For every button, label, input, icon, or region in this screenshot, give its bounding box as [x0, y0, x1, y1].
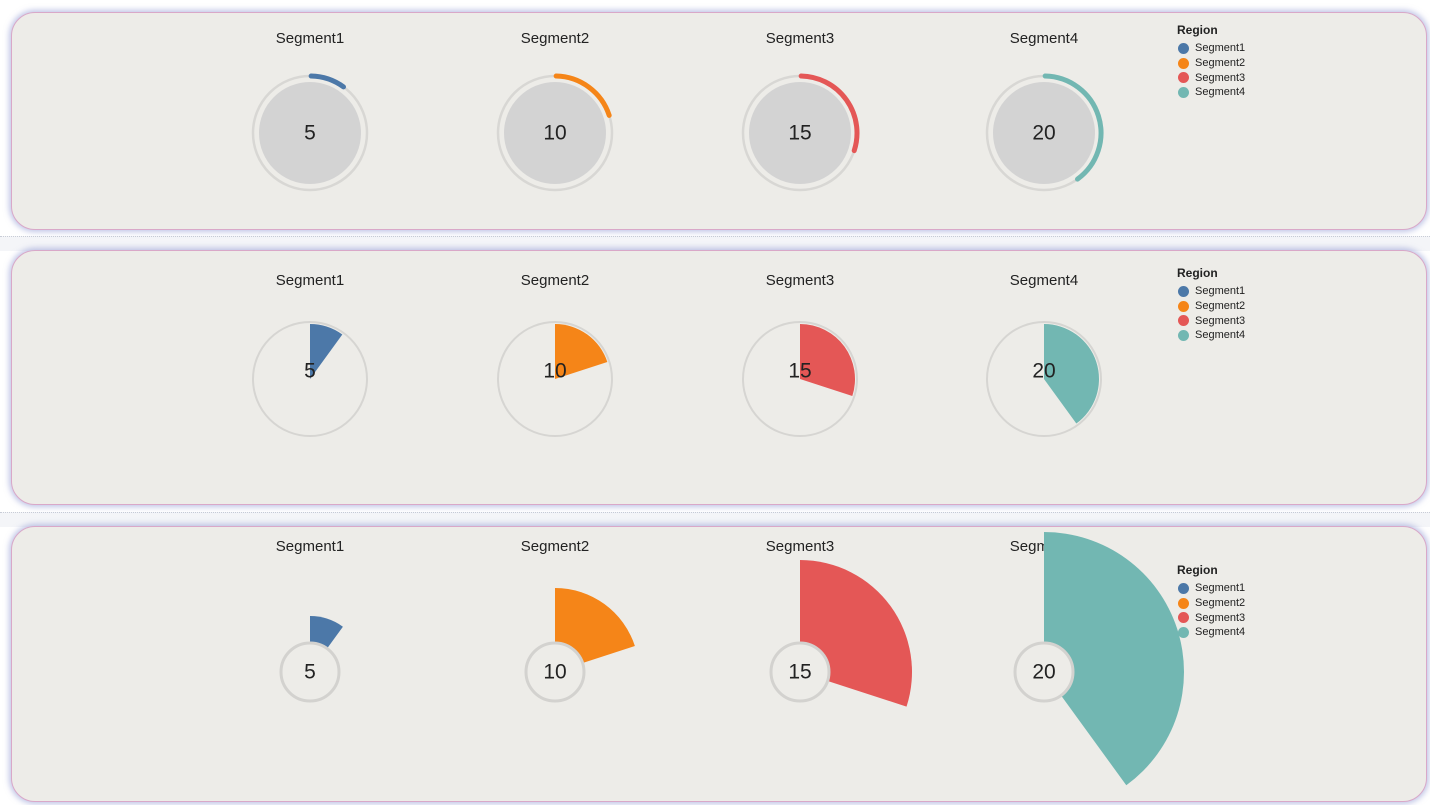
- segment-title: Segment1: [276, 30, 344, 47]
- gauge-center: [993, 82, 1095, 184]
- legend-title: Region: [1177, 563, 1218, 577]
- legend-label: Segment1: [1195, 285, 1246, 298]
- legend-item: Segment4: [1177, 85, 1245, 100]
- value-label: 15: [788, 360, 811, 383]
- pie-slice: [310, 324, 343, 379]
- legend-item: Segment2: [1177, 596, 1245, 611]
- panel-gap: [0, 236, 1430, 251]
- sector-center: [1013, 641, 1075, 703]
- legend-item: Segment4: [1177, 625, 1245, 640]
- segment-title: Segment3: [766, 30, 834, 47]
- sector-center: [524, 641, 586, 703]
- segment-title: Segment1: [276, 272, 344, 289]
- panel-gap: [0, 512, 1430, 527]
- legend-item: Segment1: [1177, 284, 1245, 299]
- value-label: 20: [1032, 661, 1055, 684]
- legend-swatch: [1178, 285, 1189, 297]
- legend-title: Region: [1177, 266, 1218, 280]
- legend-label: Segment1: [1195, 582, 1246, 595]
- legend-swatch: [1178, 72, 1189, 84]
- value-label: 10: [543, 122, 566, 145]
- segment-title: Segment2: [521, 272, 589, 289]
- legend-swatch: [1178, 315, 1189, 327]
- radial-sector-panel: Segment15Segment210Segment315Segment420 …: [11, 526, 1427, 802]
- legend: Region Segment1 Segment2 Segment3 Segment4: [1177, 23, 1245, 100]
- segment-title: Segment2: [521, 30, 589, 47]
- legend-item: Segment3: [1177, 70, 1245, 85]
- legend-item: Segment3: [1177, 610, 1245, 625]
- arc-gauge-panel: Segment1 5 Segment2 10 Segment3 15 Segment4 20 …: [11, 12, 1427, 230]
- legend-swatch: [1178, 329, 1189, 341]
- value-label: 20: [1032, 360, 1055, 383]
- value-label: 5: [304, 360, 316, 383]
- legend-swatch: [1178, 300, 1189, 312]
- segment-title: Segment2: [521, 538, 589, 555]
- legend-label: Segment2: [1195, 300, 1246, 313]
- legend-label: Segment3: [1195, 314, 1246, 327]
- value-label: 15: [788, 122, 811, 145]
- legend-swatch: [1178, 86, 1189, 98]
- legend-swatch: [1178, 626, 1189, 638]
- segment-title: Segment3: [766, 272, 834, 289]
- gauge-center: [259, 82, 361, 184]
- legend-item: Segment1: [1177, 581, 1245, 596]
- value-label: 10: [543, 360, 566, 383]
- value-label: 5: [304, 122, 316, 145]
- legend: Region Segment1 Segment2 Segment3 Segment4: [1177, 266, 1245, 343]
- legend-label: Segment2: [1195, 57, 1246, 70]
- legend-label: Segment4: [1195, 329, 1246, 342]
- segment-title: Segment4: [1010, 272, 1078, 289]
- gauge-arc: [553, 73, 612, 118]
- legend-title: Region: [1177, 23, 1218, 37]
- segment-title: Segment1: [276, 538, 344, 555]
- legend-label: Segment2: [1195, 597, 1246, 610]
- legend-item: Segment1: [1177, 41, 1245, 56]
- pie-slice: [800, 324, 855, 396]
- segment-title: Segment4: [1010, 30, 1078, 47]
- gauge-arc: [1042, 73, 1104, 182]
- gauge-center: [504, 82, 606, 184]
- pie-gauge-panel: Segment1 5 Segment2 10 Segment3 15 Segment4 20 …: [11, 250, 1427, 505]
- legend-item: Segment4: [1177, 328, 1245, 343]
- legend-item: Segment2: [1177, 56, 1245, 71]
- value-label: 10: [543, 661, 566, 684]
- legend-label: Segment1: [1195, 42, 1246, 55]
- legend-item: Segment2: [1177, 299, 1245, 314]
- radial-sector: [1044, 532, 1184, 786]
- legend-swatch: [1178, 57, 1189, 69]
- legend-label: Segment4: [1195, 626, 1246, 639]
- pie-slice: [555, 324, 608, 379]
- gauge-center: [749, 82, 851, 184]
- legend-swatch: [1178, 42, 1189, 54]
- segment-title: Segment3: [766, 538, 834, 555]
- gauge-arc: [308, 73, 347, 90]
- value-label: 15: [788, 661, 811, 684]
- legend-swatch: [1178, 612, 1189, 624]
- legend-label: Segment3: [1195, 71, 1246, 84]
- legend-label: Segment4: [1195, 86, 1246, 99]
- sector-center: [769, 641, 831, 703]
- legend-item: Segment3: [1177, 313, 1245, 328]
- value-label: 20: [1032, 122, 1055, 145]
- legend: Region Segment1 Segment2 Segment3 Segment4: [1177, 563, 1245, 640]
- sector-center: [279, 641, 341, 703]
- pie-slice: [1044, 324, 1100, 424]
- legend-label: Segment3: [1195, 611, 1246, 624]
- legend-swatch: [1178, 597, 1189, 609]
- arc-gauge-chart: Segment1 5 Segment2 10 Segment3 15 Segment4 20: [251, 30, 1104, 192]
- legend-swatch: [1178, 582, 1189, 594]
- value-label: 5: [304, 661, 316, 684]
- gauge-arc: [798, 73, 860, 154]
- pie-gauge-chart: Segment1 5 Segment2 10 Segment3 15 Segment4 20: [252, 272, 1102, 437]
